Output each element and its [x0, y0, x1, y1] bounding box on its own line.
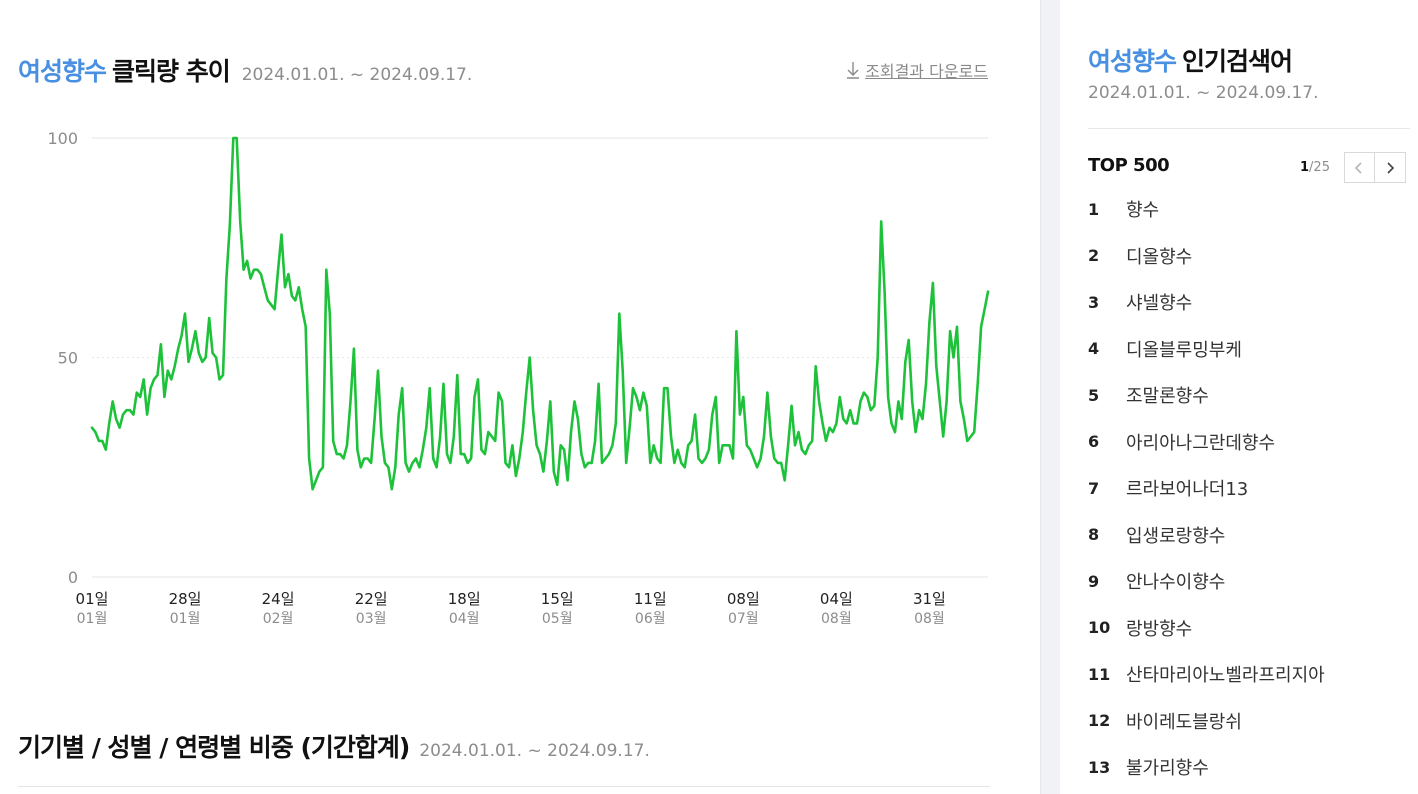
keyword-item[interactable]: 9 안나수이향수 [1088, 558, 1325, 605]
keyword-rank: 11 [1088, 664, 1111, 684]
ratio-section-period: 2024.01.01. ~ 2024.09.17. [419, 741, 650, 761]
x-tick-label-day: 15일 [541, 590, 574, 608]
keyword-label[interactable]: 불가리향수 [1126, 758, 1209, 780]
chart-period: 2024.01.01. ~ 2024.09.17. [241, 65, 473, 85]
keyword-rank: 9 [1088, 571, 1100, 591]
ratio-section-header: 기기별 / 성별 / 연령별 비중 (기간합계) 2024.01.01. ~ 2… [18, 728, 650, 764]
chevron-right-icon [1387, 161, 1395, 174]
page-current: 1 [1300, 160, 1310, 175]
x-tick-label-day: 18일 [448, 590, 481, 608]
popular-keywords-period: 2024.01.01. ~ 2024.09.17. [1088, 83, 1319, 103]
chevron-left-icon [1355, 161, 1363, 174]
keyword-rank: 8 [1088, 525, 1100, 545]
x-tick-label-day: 04일 [820, 590, 853, 608]
prev-page-button[interactable] [1343, 152, 1375, 183]
ratio-section-title: 기기별 / 성별 / 연령별 비중 (기간합계) [18, 733, 410, 762]
popular-keywords-title-keyword: 여성향수 [1088, 47, 1177, 76]
chart-header: 여성향수 클릭량 추이 2024.01.01. ~ 2024.09.17. [18, 52, 472, 88]
x-tick-label-month: 07월 [728, 611, 759, 627]
keyword-label[interactable]: 안나수이향수 [1126, 572, 1226, 594]
download-label: 조회결과 다운로드 [865, 62, 988, 81]
x-tick-label-month: 08월 [914, 611, 945, 627]
x-tick-label-month: 08월 [821, 611, 852, 627]
popular-keywords-list: 1 향수 2 디올향수 3 샤넬향수 4 디올블루밍부케 5 조말론향수 6 아리아나그란데향수 7 르라… [1088, 186, 1325, 791]
y-tick-label: 50 [58, 349, 78, 368]
keyword-item[interactable]: 1 향수 [1088, 186, 1325, 233]
trend-panel: 여성향수 클릭량 추이 2024.01.01. ~ 2024.09.17. 조회… [18, 52, 990, 787]
keyword-pager: 1/25 [1300, 152, 1406, 183]
keyword-item[interactable]: 10 랑방향수 [1088, 605, 1325, 652]
x-tick-label-day: 22일 [355, 590, 388, 608]
keyword-rank: 2 [1088, 246, 1100, 266]
page-total: /25 [1309, 160, 1330, 175]
keyword-rank: 7 [1088, 478, 1100, 498]
keyword-label[interactable]: 향수 [1126, 200, 1160, 222]
keyword-item[interactable]: 6 아리아나그란데향수 [1088, 419, 1325, 466]
keyword-label[interactable]: 입생로랑향수 [1126, 525, 1226, 547]
keyword-label[interactable]: 샤넬향수 [1126, 293, 1193, 315]
keyword-item[interactable]: 11 산타마리아노벨라프리지아 [1088, 651, 1325, 698]
x-tick-label-month: 06월 [635, 611, 666, 627]
x-tick-label-day: 11일 [634, 590, 667, 608]
popular-keywords-panel: 여성향수 인기검색어 2024.01.01. ~ 2024.09.17. TOP … [1060, 0, 1418, 794]
keyword-item[interactable]: 13 불가리향수 [1088, 744, 1325, 791]
keyword-rank: 4 [1088, 339, 1100, 359]
keyword-label[interactable]: 조말론향수 [1126, 386, 1209, 408]
x-tick-label-day: 08일 [727, 590, 760, 608]
section-divider [18, 786, 990, 787]
keyword-item[interactable]: 12 바이레도블랑쉬 [1088, 698, 1325, 745]
x-tick-label-month: 02월 [263, 611, 294, 627]
keyword-item[interactable]: 4 디올블루밍부케 [1088, 326, 1325, 373]
keyword-rank: 6 [1088, 432, 1100, 452]
x-tick-label-month: 01월 [77, 611, 108, 627]
popular-keywords-title-text: 인기검색어 [1182, 47, 1293, 76]
click-trend-chart: 0 50 100 01일 01월 28일 01월 24일 02월 22일 03월 18일 04월 15일 0… [47, 129, 990, 627]
series-line [90, 136, 990, 491]
x-tick-label-day: 28일 [169, 590, 202, 608]
x-tick-label-month: 03월 [356, 611, 387, 627]
keyword-rank: 12 [1088, 711, 1111, 731]
panel-divider [1040, 0, 1060, 794]
download-arrow-icon [847, 62, 860, 79]
keyword-item[interactable]: 8 입생로랑향수 [1088, 512, 1325, 559]
keyword-rank: 13 [1088, 757, 1111, 777]
keyword-item[interactable]: 2 디올향수 [1088, 233, 1325, 280]
keyword-label[interactable]: 르라보어나더13 [1126, 479, 1249, 501]
x-tick-label-month: 05월 [542, 611, 573, 627]
x-tick-label-day: 24일 [262, 590, 295, 608]
page-indicator: 1/25 [1300, 160, 1330, 175]
x-tick-label-month: 01월 [170, 611, 201, 627]
keyword-rank: 3 [1088, 292, 1100, 312]
keyword-label[interactable]: 아리아나그란데향수 [1126, 432, 1276, 454]
chart-title: 클릭량 추이 [112, 57, 231, 86]
keyword-rank: 1 [1088, 199, 1100, 219]
popular-keywords-title: 여성향수 인기검색어 [1088, 42, 1293, 78]
x-tick-label-month: 04월 [449, 611, 480, 627]
x-tick-label-day: 31일 [913, 590, 946, 608]
y-tick-label: 100 [47, 129, 78, 148]
download-results-link[interactable]: 조회결과 다운로드 [845, 58, 988, 82]
y-tick-label: 0 [68, 568, 78, 587]
sidebar-divider [1088, 128, 1410, 129]
keyword-item[interactable]: 3 샤넬향수 [1088, 279, 1325, 326]
keyword-rank: 10 [1088, 618, 1111, 638]
keyword-label[interactable]: 산타마리아노벨라프리지아 [1126, 665, 1325, 687]
keyword-label[interactable]: 디올향수 [1126, 246, 1193, 268]
keyword-label[interactable]: 랑방향수 [1126, 618, 1193, 640]
keyword-item[interactable]: 5 조말론향수 [1088, 372, 1325, 419]
keyword-label[interactable]: 바이레도블랑쉬 [1126, 711, 1242, 733]
chart-title-keyword: 여성향수 [18, 57, 107, 86]
top-count-label: TOP 500 [1088, 155, 1170, 176]
keyword-rank: 5 [1088, 385, 1100, 405]
x-tick-label-day: 01일 [76, 590, 109, 608]
keyword-item[interactable]: 7 르라보어나더13 [1088, 465, 1325, 512]
keyword-label[interactable]: 디올블루밍부케 [1126, 339, 1242, 361]
next-page-button[interactable] [1374, 152, 1406, 183]
